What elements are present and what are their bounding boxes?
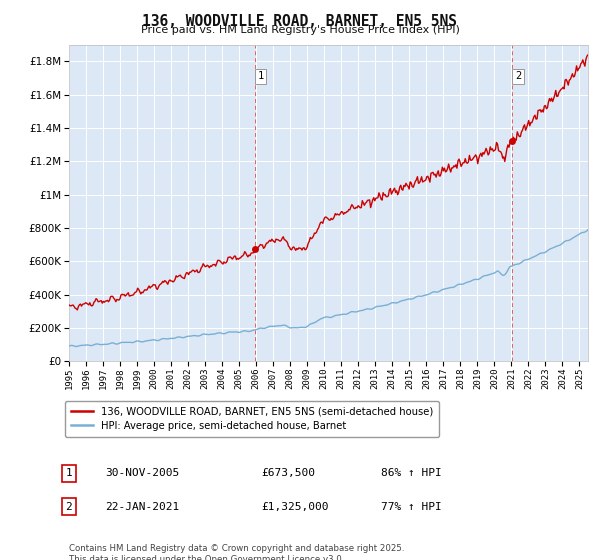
Text: Price paid vs. HM Land Registry's House Price Index (HPI): Price paid vs. HM Land Registry's House … xyxy=(140,25,460,35)
Text: 136, WOODVILLE ROAD, BARNET, EN5 5NS: 136, WOODVILLE ROAD, BARNET, EN5 5NS xyxy=(143,14,458,29)
Text: 2: 2 xyxy=(515,72,521,81)
Text: 1: 1 xyxy=(65,468,73,478)
Text: 86% ↑ HPI: 86% ↑ HPI xyxy=(381,468,442,478)
Text: £1,325,000: £1,325,000 xyxy=(261,502,329,512)
Text: 77% ↑ HPI: 77% ↑ HPI xyxy=(381,502,442,512)
Text: 1: 1 xyxy=(257,72,263,81)
Text: 30-NOV-2005: 30-NOV-2005 xyxy=(105,468,179,478)
Text: Contains HM Land Registry data © Crown copyright and database right 2025.
This d: Contains HM Land Registry data © Crown c… xyxy=(69,544,404,560)
Text: 2: 2 xyxy=(65,502,73,512)
Legend: 136, WOODVILLE ROAD, BARNET, EN5 5NS (semi-detached house), HPI: Average price, : 136, WOODVILLE ROAD, BARNET, EN5 5NS (se… xyxy=(65,400,439,437)
Text: 22-JAN-2021: 22-JAN-2021 xyxy=(105,502,179,512)
Text: £673,500: £673,500 xyxy=(261,468,315,478)
